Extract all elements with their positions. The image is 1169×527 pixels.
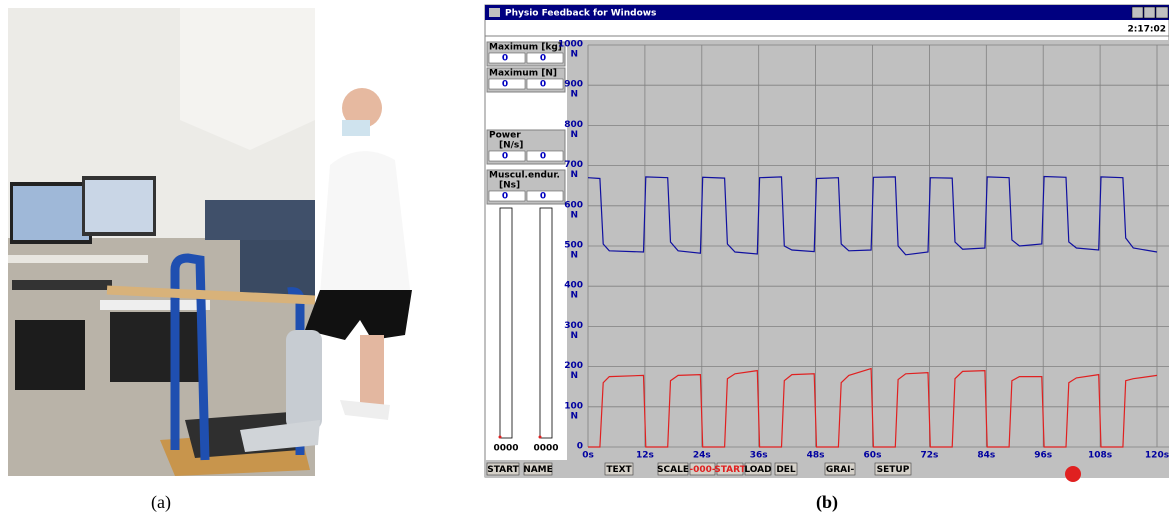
minimize-button[interactable] [1132,7,1143,18]
x-tick-label: 48s [807,451,825,461]
x-tick-label: 12s [636,451,654,461]
level-bar [500,208,512,438]
maximize-button[interactable] [1144,7,1155,18]
panel-label: Power [489,131,521,141]
panel-value: 0 [540,54,546,64]
toolbar-label: LOAD [744,465,771,475]
panel-label: Muscul.endur. [489,171,560,181]
clock: 2:17:02 [1127,25,1166,35]
window-title: Physio Feedback for Windows [505,9,656,19]
level-bar [540,208,552,438]
panel-value: 0 [540,192,546,202]
x-tick-label: 84s [977,451,995,461]
y-tick-label: 400 [564,281,583,291]
figure: Physio Feedback for Windows 2:17:02 (a) (… [0,0,1169,527]
toolbar-label: TEXT [606,465,632,475]
x-tick-label: 72s [920,451,938,461]
y-tick-label: 100 [564,401,583,411]
y-tick-label: 300 [564,321,583,331]
toolbar-label: SETUP [877,465,910,475]
y-unit: N [570,130,578,140]
panel-label: [Ns] [499,181,520,191]
counter: 0000 [533,444,558,454]
toolbar-label: -000- [689,465,716,475]
record-indicator [1065,466,1081,482]
y-tick-label: 1000 [558,40,583,50]
panel-value: 0 [502,54,508,64]
x-tick-label: 96s [1034,451,1052,461]
counter: 0000 [493,444,518,454]
y-tick-label: 800 [564,120,583,130]
close-button[interactable] [1156,7,1168,18]
y-unit: N [570,210,578,220]
y-tick-label: 200 [564,361,583,371]
level-marker [539,436,542,439]
x-tick-label: 60s [864,451,882,461]
y-tick-label: 900 [564,80,583,90]
x-tick-label: 36s [750,451,768,461]
toolbar-label: DEL [776,465,796,475]
toolbar-label: START [714,465,746,475]
level-marker [499,436,502,439]
y-unit: N [570,331,578,341]
y-tick-label: 500 [564,241,583,251]
panel-value: 0 [540,152,546,162]
x-tick-label: 120s [1145,451,1169,461]
panel-label: Maximum [kg] [489,43,562,53]
panel-value: 0 [502,152,508,162]
toolbar-label: SCALE [657,465,689,475]
toolbar-label: GRAI- [826,465,855,475]
y-unit: N [570,251,578,261]
y-unit: N [570,170,578,180]
y-tick-label: 600 [564,200,583,210]
toolbar-label: NAME [523,465,553,475]
x-tick-label: 0s [582,451,594,461]
y-tick-label: 700 [564,160,583,170]
y-unit: N [570,50,578,60]
toolbar-label: START [487,465,519,475]
y-unit: N [570,411,578,421]
photo [8,8,412,476]
panel-label: Maximum [N] [489,69,557,79]
x-tick-label: 24s [693,451,711,461]
caption: (b) [816,492,838,513]
y-unit: N [570,291,578,301]
panel-value: 0 [540,80,546,90]
panel-value: 0 [502,192,508,202]
panel-value: 0 [502,80,508,90]
y-unit: N [570,371,578,381]
panel-label: [N/s] [499,141,523,151]
x-tick-label: 108s [1088,451,1112,461]
y-unit: N [570,90,578,100]
caption: (a) [151,492,171,513]
